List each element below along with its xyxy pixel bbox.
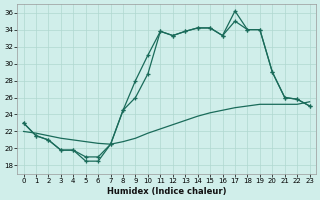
X-axis label: Humidex (Indice chaleur): Humidex (Indice chaleur) [107,187,226,196]
